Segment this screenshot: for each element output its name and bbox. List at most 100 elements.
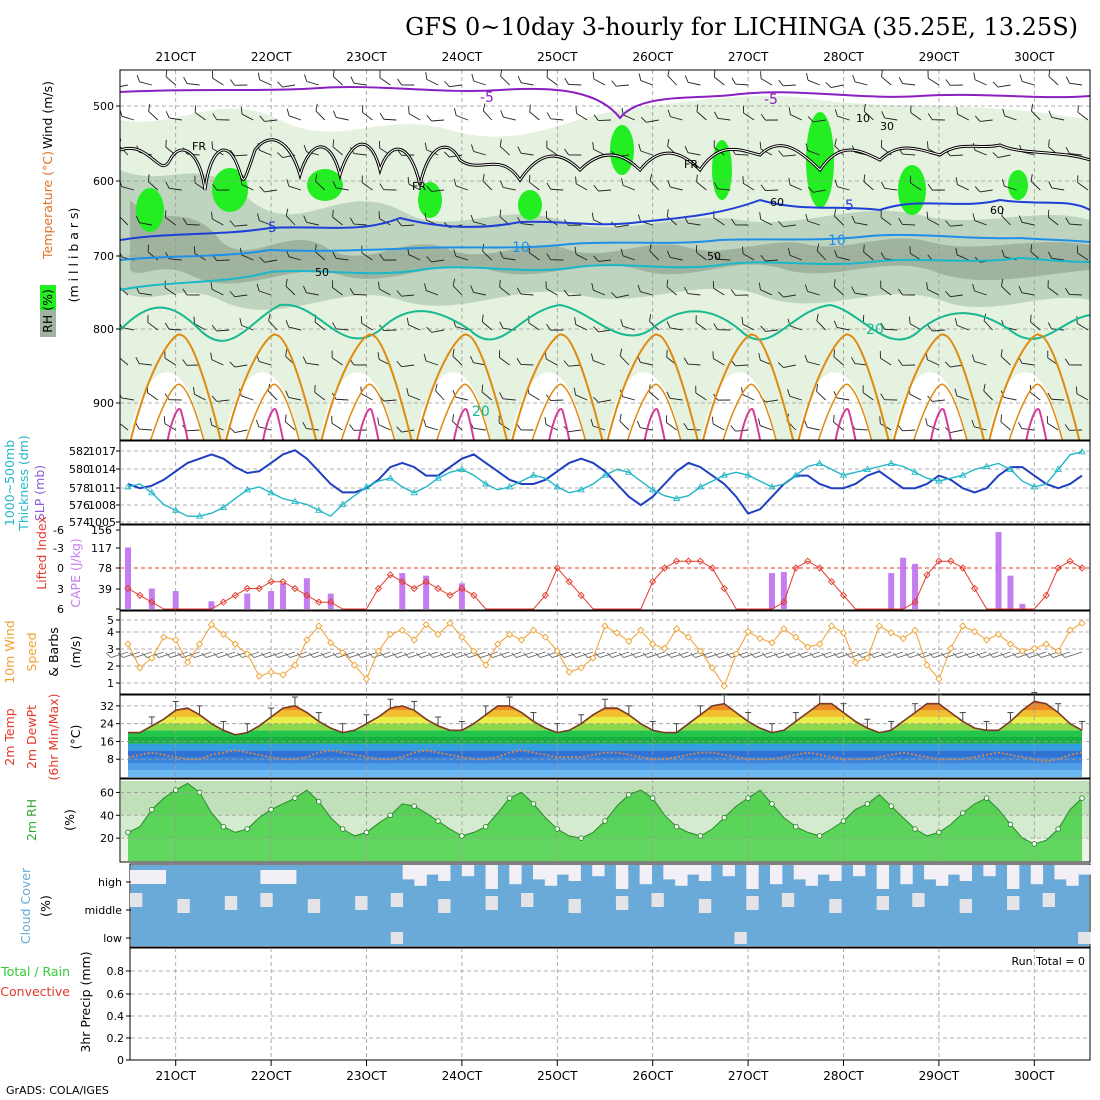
- barb-flag: [380, 652, 386, 658]
- barb-flag: [834, 208, 837, 217]
- barb-flag: [135, 215, 140, 223]
- wind-barb: [225, 651, 248, 658]
- wind-barb: [1018, 285, 1035, 296]
- wind-barb: [927, 325, 945, 332]
- barb-staff: [431, 119, 445, 122]
- wind-barb: [1002, 108, 1017, 121]
- barb-flag: [211, 395, 218, 402]
- barb-flag: [574, 317, 577, 325]
- cloud-clear-high: [1030, 865, 1044, 885]
- barb-staff: [425, 360, 439, 366]
- barb-flag: [730, 289, 736, 296]
- wind-barb: [593, 396, 612, 403]
- wind-barb: [619, 413, 630, 431]
- barb-flag: [1012, 652, 1018, 658]
- wind-barb: [1064, 424, 1083, 431]
- barb-flag: [974, 115, 981, 122]
- barb-staff: [957, 651, 975, 658]
- rh-marker: [721, 814, 728, 821]
- wind-barb: [303, 215, 319, 226]
- barb-flag: [452, 348, 455, 357]
- cloud-clear-middle: [698, 899, 712, 913]
- wind-barb: [666, 209, 677, 226]
- barb-staff: [735, 83, 749, 86]
- wind-barb: [1065, 76, 1083, 86]
- barb-flag: [862, 315, 865, 323]
- wind-marker: [577, 664, 585, 672]
- wind-barb: [611, 80, 629, 87]
- cloud-clear-low: [1078, 932, 1091, 944]
- wind-marker: [279, 671, 287, 679]
- wind-barb: [851, 356, 868, 366]
- barb-staff: [718, 651, 737, 658]
- lifted-index-marker: [947, 557, 955, 565]
- barb-flag: [368, 652, 374, 658]
- wind-barb: [731, 218, 749, 226]
- wind-marker: [255, 672, 263, 680]
- lifted-index-marker: [136, 591, 144, 599]
- barb-staff: [760, 289, 773, 296]
- lifted-index-marker: [291, 584, 299, 593]
- cloud-clear-high: [1054, 865, 1067, 880]
- wind-barb: [165, 181, 182, 191]
- wind-marker: [625, 637, 633, 645]
- rh-marker: [172, 787, 179, 793]
- wind-barb: [880, 280, 892, 296]
- isotherm-30: [548, 408, 571, 440]
- barb-staff: [783, 364, 796, 368]
- wind-barb: [332, 181, 349, 191]
- cloud-axis-label: Cloud Cover: [18, 867, 33, 944]
- lifted-index-marker: [219, 598, 228, 606]
- isotherm-25: [606, 333, 699, 440]
- barb-flag: [787, 248, 791, 256]
- wind-barb: [897, 424, 916, 432]
- barb-flag: [546, 70, 548, 78]
- barb-staff: [1004, 185, 1017, 191]
- isotherm-25: [415, 333, 508, 440]
- barb-flag: [592, 142, 595, 150]
- barb-flag: [426, 185, 432, 192]
- cloud-clear-middle: [521, 893, 534, 907]
- wind-barb: [546, 323, 564, 331]
- barb-flag: [559, 652, 565, 658]
- barb-staff: [854, 292, 868, 296]
- barb-flag: [303, 74, 308, 82]
- wind-barb: [804, 354, 820, 366]
- barb-flag: [201, 652, 207, 658]
- barb-staff: [927, 77, 940, 86]
- cloud-clear-high: [130, 870, 143, 884]
- barb-flag: [546, 323, 552, 331]
- lifted-index-marker: [422, 578, 430, 586]
- barb-flag: [499, 392, 504, 400]
- barb-staff: [520, 429, 534, 431]
- barb-flag: [120, 179, 123, 187]
- wind-barb: [574, 246, 588, 261]
- barb-staff: [735, 294, 749, 296]
- wind-barb: [1001, 179, 1017, 191]
- wind-marker: [374, 647, 383, 655]
- barb-staff: [121, 397, 135, 401]
- barb-staff: [211, 359, 224, 366]
- barb-staff: [268, 320, 278, 331]
- wind-barb: [182, 359, 200, 366]
- temp-axis-label-4: (°C): [68, 725, 83, 750]
- rh-marker: [649, 795, 656, 801]
- barb-staff: [814, 651, 832, 658]
- isotherm-27: [436, 383, 491, 440]
- wind-barb: [284, 414, 296, 431]
- wind-barb: [869, 651, 892, 658]
- barb-flag: [591, 212, 594, 220]
- wind-barb: [696, 104, 707, 121]
- cape-bar: [1019, 603, 1026, 609]
- wind-marker: [935, 675, 943, 683]
- y-tick-label: -3: [53, 542, 64, 555]
- wind-barb: [546, 182, 564, 191]
- barb-flag: [427, 652, 434, 658]
- wind-barb: [1048, 181, 1065, 191]
- cloud-level-label: low: [103, 932, 122, 945]
- wind-barb: [426, 256, 445, 263]
- barb-flag: [268, 313, 271, 321]
- slp-marker: [219, 503, 228, 510]
- barb-flag: [785, 652, 791, 658]
- barb-staff: [500, 75, 510, 86]
